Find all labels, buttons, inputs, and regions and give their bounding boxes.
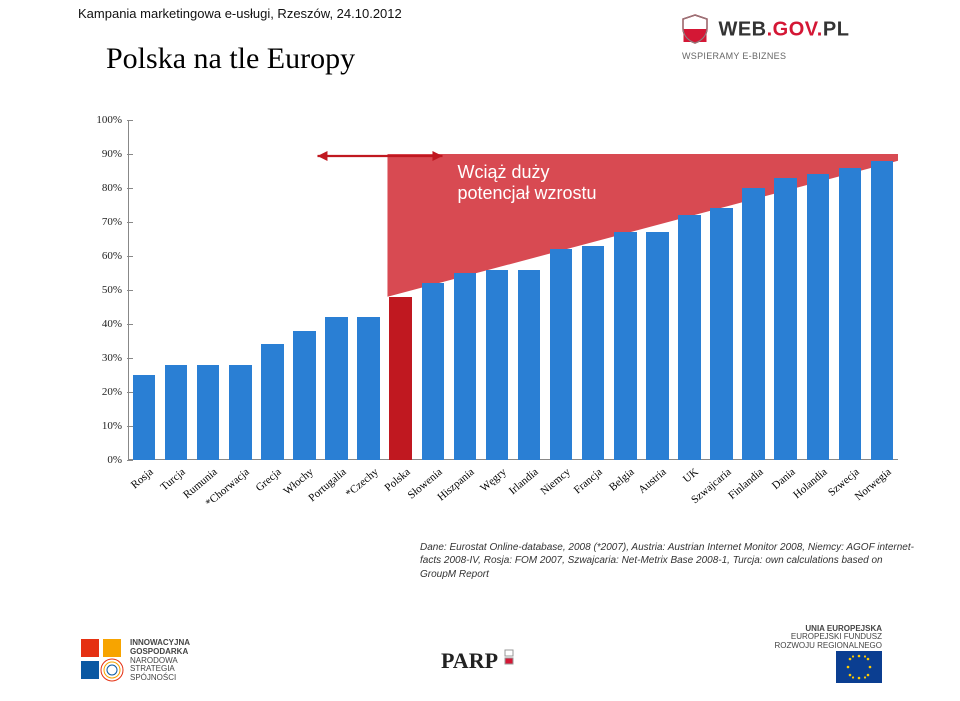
bar [325,317,347,460]
bar [133,375,155,460]
band-caption: Wciąż dużypotencjał wzrostu [457,162,596,203]
y-axis: 0%10%20%30%40%50%60%70%80%90%100% [78,120,128,460]
x-tick-label: Węgry [478,466,509,494]
y-tick: 50% [102,284,122,296]
data-source: Dane: Eurostat Online-database, 2008 (*2… [420,541,920,582]
y-tick: 100% [96,114,122,126]
x-tick-label: Finlandia [726,466,766,502]
bar [678,215,700,460]
bar [582,246,604,460]
footer-logo-left: INNOWACYJNA GOSPODARKA NARODOWA STRATEGI… [78,636,218,683]
y-tick: 70% [102,216,122,228]
bar [710,208,732,460]
bar [614,232,636,460]
y-tick: 20% [102,386,122,398]
x-tick-label: Holandia [791,466,830,501]
bar-highlight [389,297,411,460]
bar [550,249,572,460]
y-tick: 60% [102,250,122,262]
logo-text: WEB.GOV.PL [718,19,849,41]
bar [293,331,315,460]
x-tick-label: UK [681,466,701,485]
footer-right-l3: ROZWOJU REGIONALNEGO [774,642,882,651]
svg-text:PARP: PARP [441,648,498,673]
bar [261,344,283,460]
x-axis-labels: RosjaTurcjaRumunia*ChorwacjaGrecjaWłochy… [128,460,898,520]
bar [742,188,764,460]
chart: 0%10%20%30%40%50%60%70%80%90%100% Wciąż … [78,120,898,520]
y-tick: 40% [102,318,122,330]
page-title: Polska na tle Europy [106,42,355,76]
x-tick-label: Grecja [254,466,284,494]
x-tick-label: Austria [637,466,670,496]
bar [229,365,251,460]
footer-logo-right: UNIA EUROPEJSKA EUROPEJSKI FUNDUSZ ROZWO… [722,625,882,683]
shield-icon [682,14,708,49]
bar [646,232,668,460]
bar [422,283,444,460]
y-tick: 0% [107,454,122,466]
x-tick-label: Niemcy [538,466,572,498]
x-tick-label: Irlandia [507,466,541,497]
x-tick-label: Rosja [129,466,156,491]
bar [454,273,476,460]
logo-subtitle: WSPIERAMY E-BIZNES [682,51,882,61]
x-tick-label: Belgia [607,466,637,494]
bar [165,365,187,460]
y-tick: 80% [102,182,122,194]
header-context: Kampania marketingowa e-usługi, Rzeszów,… [78,6,402,21]
bar [518,270,540,460]
y-tick: 10% [102,420,122,432]
footer: INNOWACYJNA GOSPODARKA NARODOWA STRATEGI… [0,601,960,691]
bar [357,317,379,460]
logo-webgov: WEB.GOV.PL WSPIERAMY E-BIZNES [682,14,882,70]
bar [774,178,796,460]
y-tick: 30% [102,352,122,364]
footer-logo-mid: PARP [425,644,535,681]
plot-area: Wciąż dużypotencjał wzrostu [128,120,898,460]
x-tick-label: Francja [572,466,605,496]
bar [486,270,508,460]
x-tick-label: *Czechy [343,466,380,500]
bar [807,174,829,460]
bar [871,161,893,460]
x-tick-label: Dania [770,466,798,492]
bar [839,168,861,460]
y-tick: 90% [102,148,122,160]
bar [197,365,219,460]
